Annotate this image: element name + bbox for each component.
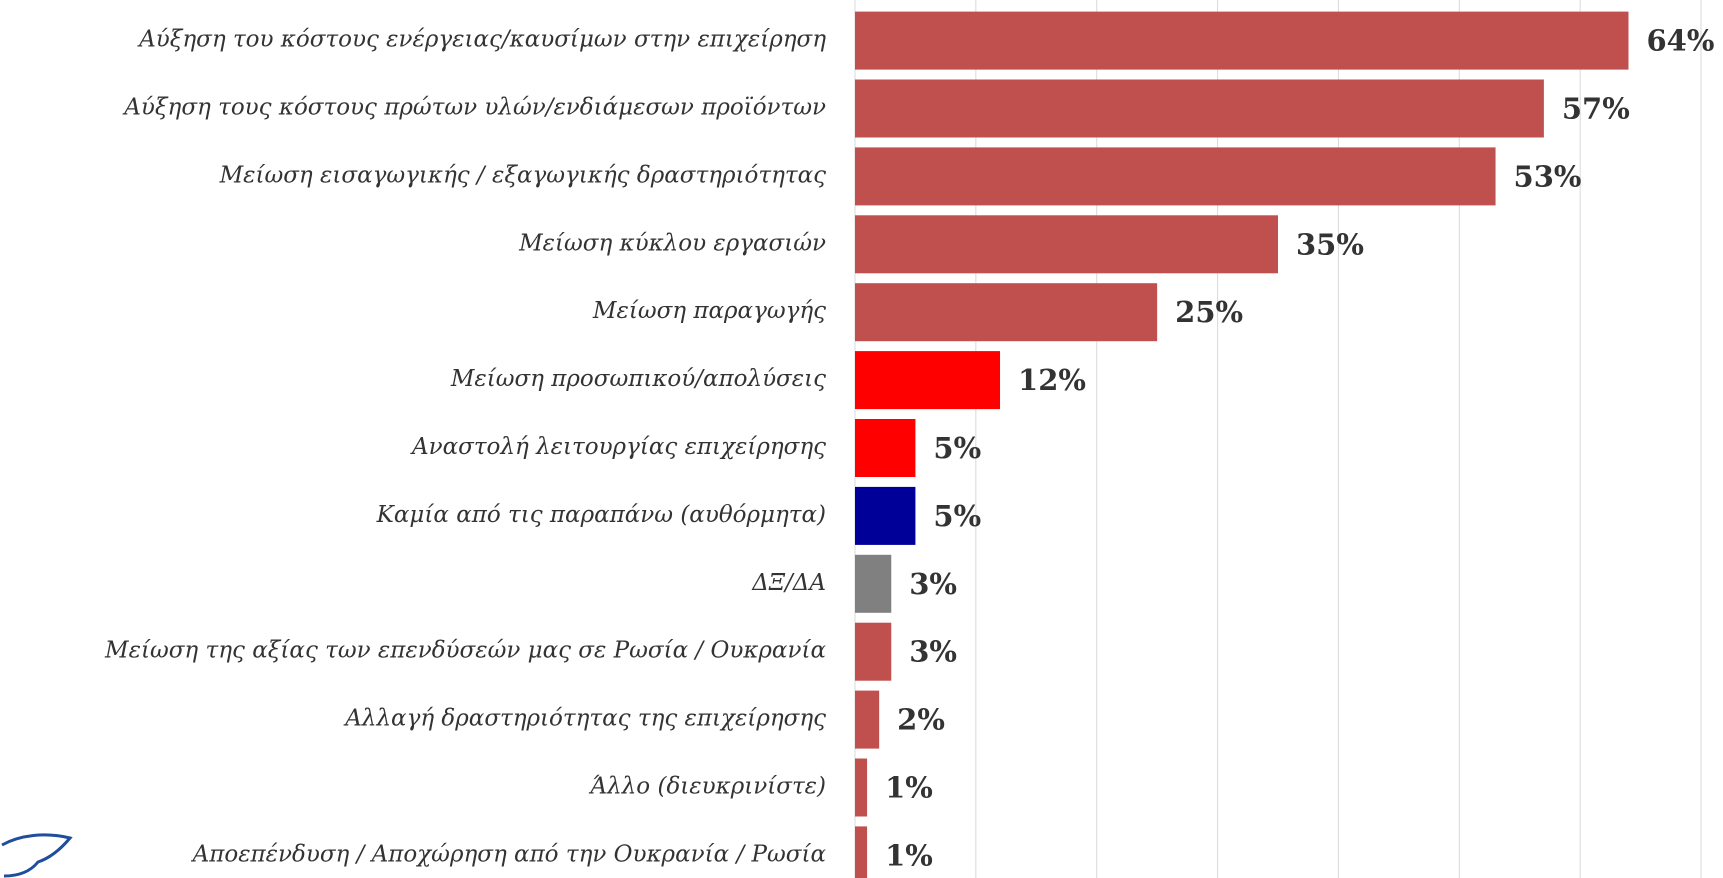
bar (855, 690, 880, 749)
y-tick-label: Αύξηση τους κόστους πρώτων υλών/ενδιάμεσ… (122, 95, 826, 121)
data-label: 35% (1296, 227, 1364, 261)
bar (855, 147, 1496, 206)
y-tick-label: ΔΞ/ΔΑ (751, 570, 826, 596)
data-label: 64% (1646, 24, 1714, 58)
bar (855, 11, 1629, 70)
y-tick-label: Μείωση παραγωγής (592, 298, 826, 324)
data-label: 1% (885, 838, 933, 872)
y-tick-label: Αύξηση του κόστους ενέργειας/καυσίμων στ… (137, 27, 826, 53)
data-label: 3% (909, 567, 957, 601)
bar (855, 351, 1001, 410)
bar (855, 622, 892, 681)
data-label: 5% (933, 431, 981, 465)
bar (855, 419, 916, 477)
data-label: 12% (1018, 363, 1086, 397)
data-label: 5% (933, 499, 981, 533)
data-label: 53% (1514, 159, 1582, 193)
bar (855, 758, 868, 817)
data-label: 57% (1562, 92, 1630, 126)
y-tick-label: Μείωση της αξίας των επενδύσεών μας σε Ρ… (104, 638, 826, 664)
y-tick-label: Μείωση εισαγωγικής / εξαγωγικής δραστηρι… (219, 162, 827, 188)
data-label: 3% (909, 635, 957, 669)
bar (855, 826, 868, 878)
y-tick-label: Αποεπένδυση / Αποχώρηση από την Ουκρανία… (191, 841, 827, 867)
bar (855, 283, 1158, 342)
data-label: 25% (1175, 295, 1243, 329)
bar (855, 215, 1278, 274)
y-tick-label: Αλλαγή δραστηριότητας της επιχείρησης (343, 706, 826, 732)
y-tick-label: Αναστολή λειτουργίας επιχείρησης (410, 434, 826, 460)
y-tick-label: Άλλο (διευκρινίστε) (589, 774, 826, 800)
bar (855, 79, 1544, 138)
y-tick-label: Καμία από τις παραπάνω (αυθόρμητα) (376, 502, 826, 528)
bar (855, 486, 916, 545)
y-tick-label: Μείωση κύκλου εργασιών (518, 230, 826, 256)
logo (1, 833, 73, 878)
data-label: 2% (897, 703, 945, 737)
y-tick-label: Μείωση προσωπικού/απολύσεις (450, 366, 826, 392)
data-label: 1% (885, 771, 933, 805)
bar (855, 554, 892, 613)
